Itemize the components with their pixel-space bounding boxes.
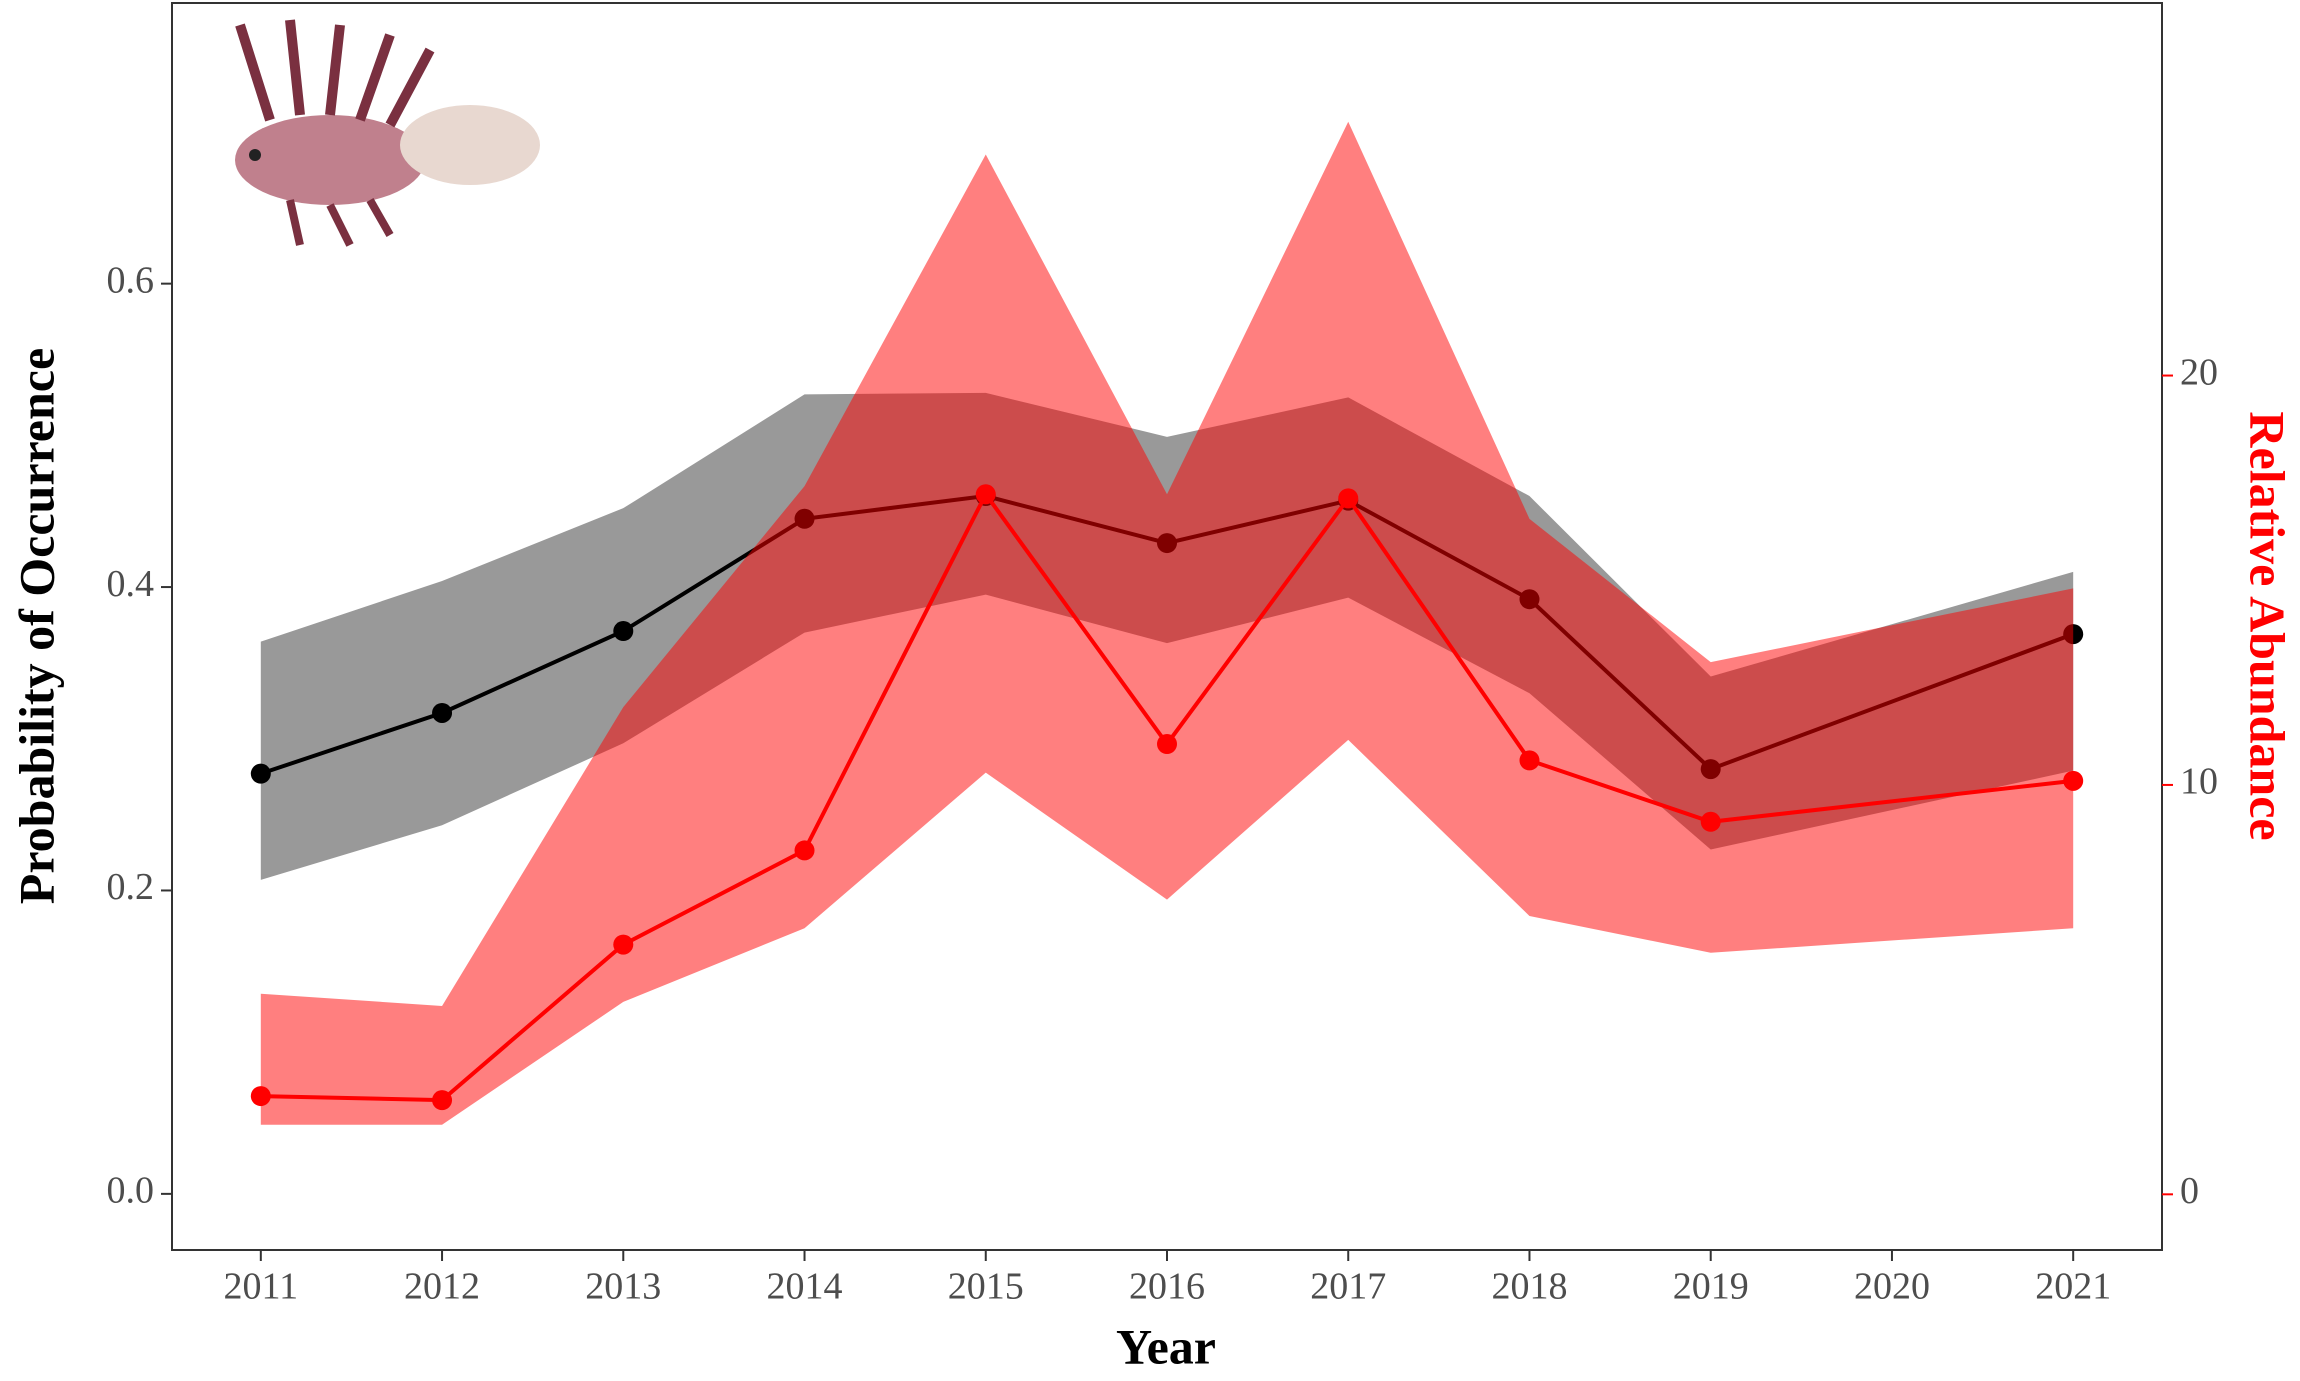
x-tick-label: 2020 — [1854, 1266, 1930, 1308]
fish-illustration — [235, 19, 540, 247]
point — [2063, 770, 2084, 791]
x-tick-label: 2017 — [1310, 1266, 1386, 1308]
point — [613, 621, 634, 642]
point — [1519, 750, 1540, 771]
point — [1157, 733, 1177, 754]
y2-tick-label: 0 — [2180, 1170, 2199, 1212]
point — [794, 840, 815, 861]
y-tick-label: 0.4 — [107, 563, 155, 605]
x-tick-label: 2015 — [948, 1266, 1024, 1308]
point — [250, 763, 271, 784]
point — [432, 702, 453, 723]
point — [1338, 488, 1359, 509]
point — [975, 484, 996, 505]
line — [260, 490, 2074, 1103]
x-tick-label: 2014 — [767, 1266, 843, 1308]
x-tick-label: 2011 — [224, 1266, 299, 1308]
y2-tick-label: 20 — [2180, 351, 2218, 393]
point — [1700, 811, 1721, 832]
x-tick-label: 2018 — [1491, 1266, 1567, 1308]
confidence-band — [260, 121, 2074, 1125]
x-tick-label: 2021 — [2035, 1266, 2111, 1308]
x-axis-title: Year — [1116, 1318, 1216, 1374]
y2-axis-title: Relative Abundance — [2240, 411, 2296, 840]
point — [250, 1086, 271, 1107]
x-tick-label: 2013 — [585, 1266, 661, 1308]
y-tick-label: 0.0 — [107, 1170, 155, 1212]
y2-tick-label: 10 — [2180, 761, 2218, 803]
point — [613, 934, 634, 955]
point — [432, 1090, 453, 1111]
x-tick-label: 2016 — [1129, 1266, 1205, 1308]
y-axis-title: Probability of Occurrence — [8, 348, 64, 904]
x-tick-label: 2012 — [404, 1266, 480, 1308]
y-tick-label: 0.6 — [107, 259, 155, 301]
x-tick-label: 2019 — [1673, 1266, 1749, 1308]
y-tick-label: 0.2 — [107, 866, 155, 908]
